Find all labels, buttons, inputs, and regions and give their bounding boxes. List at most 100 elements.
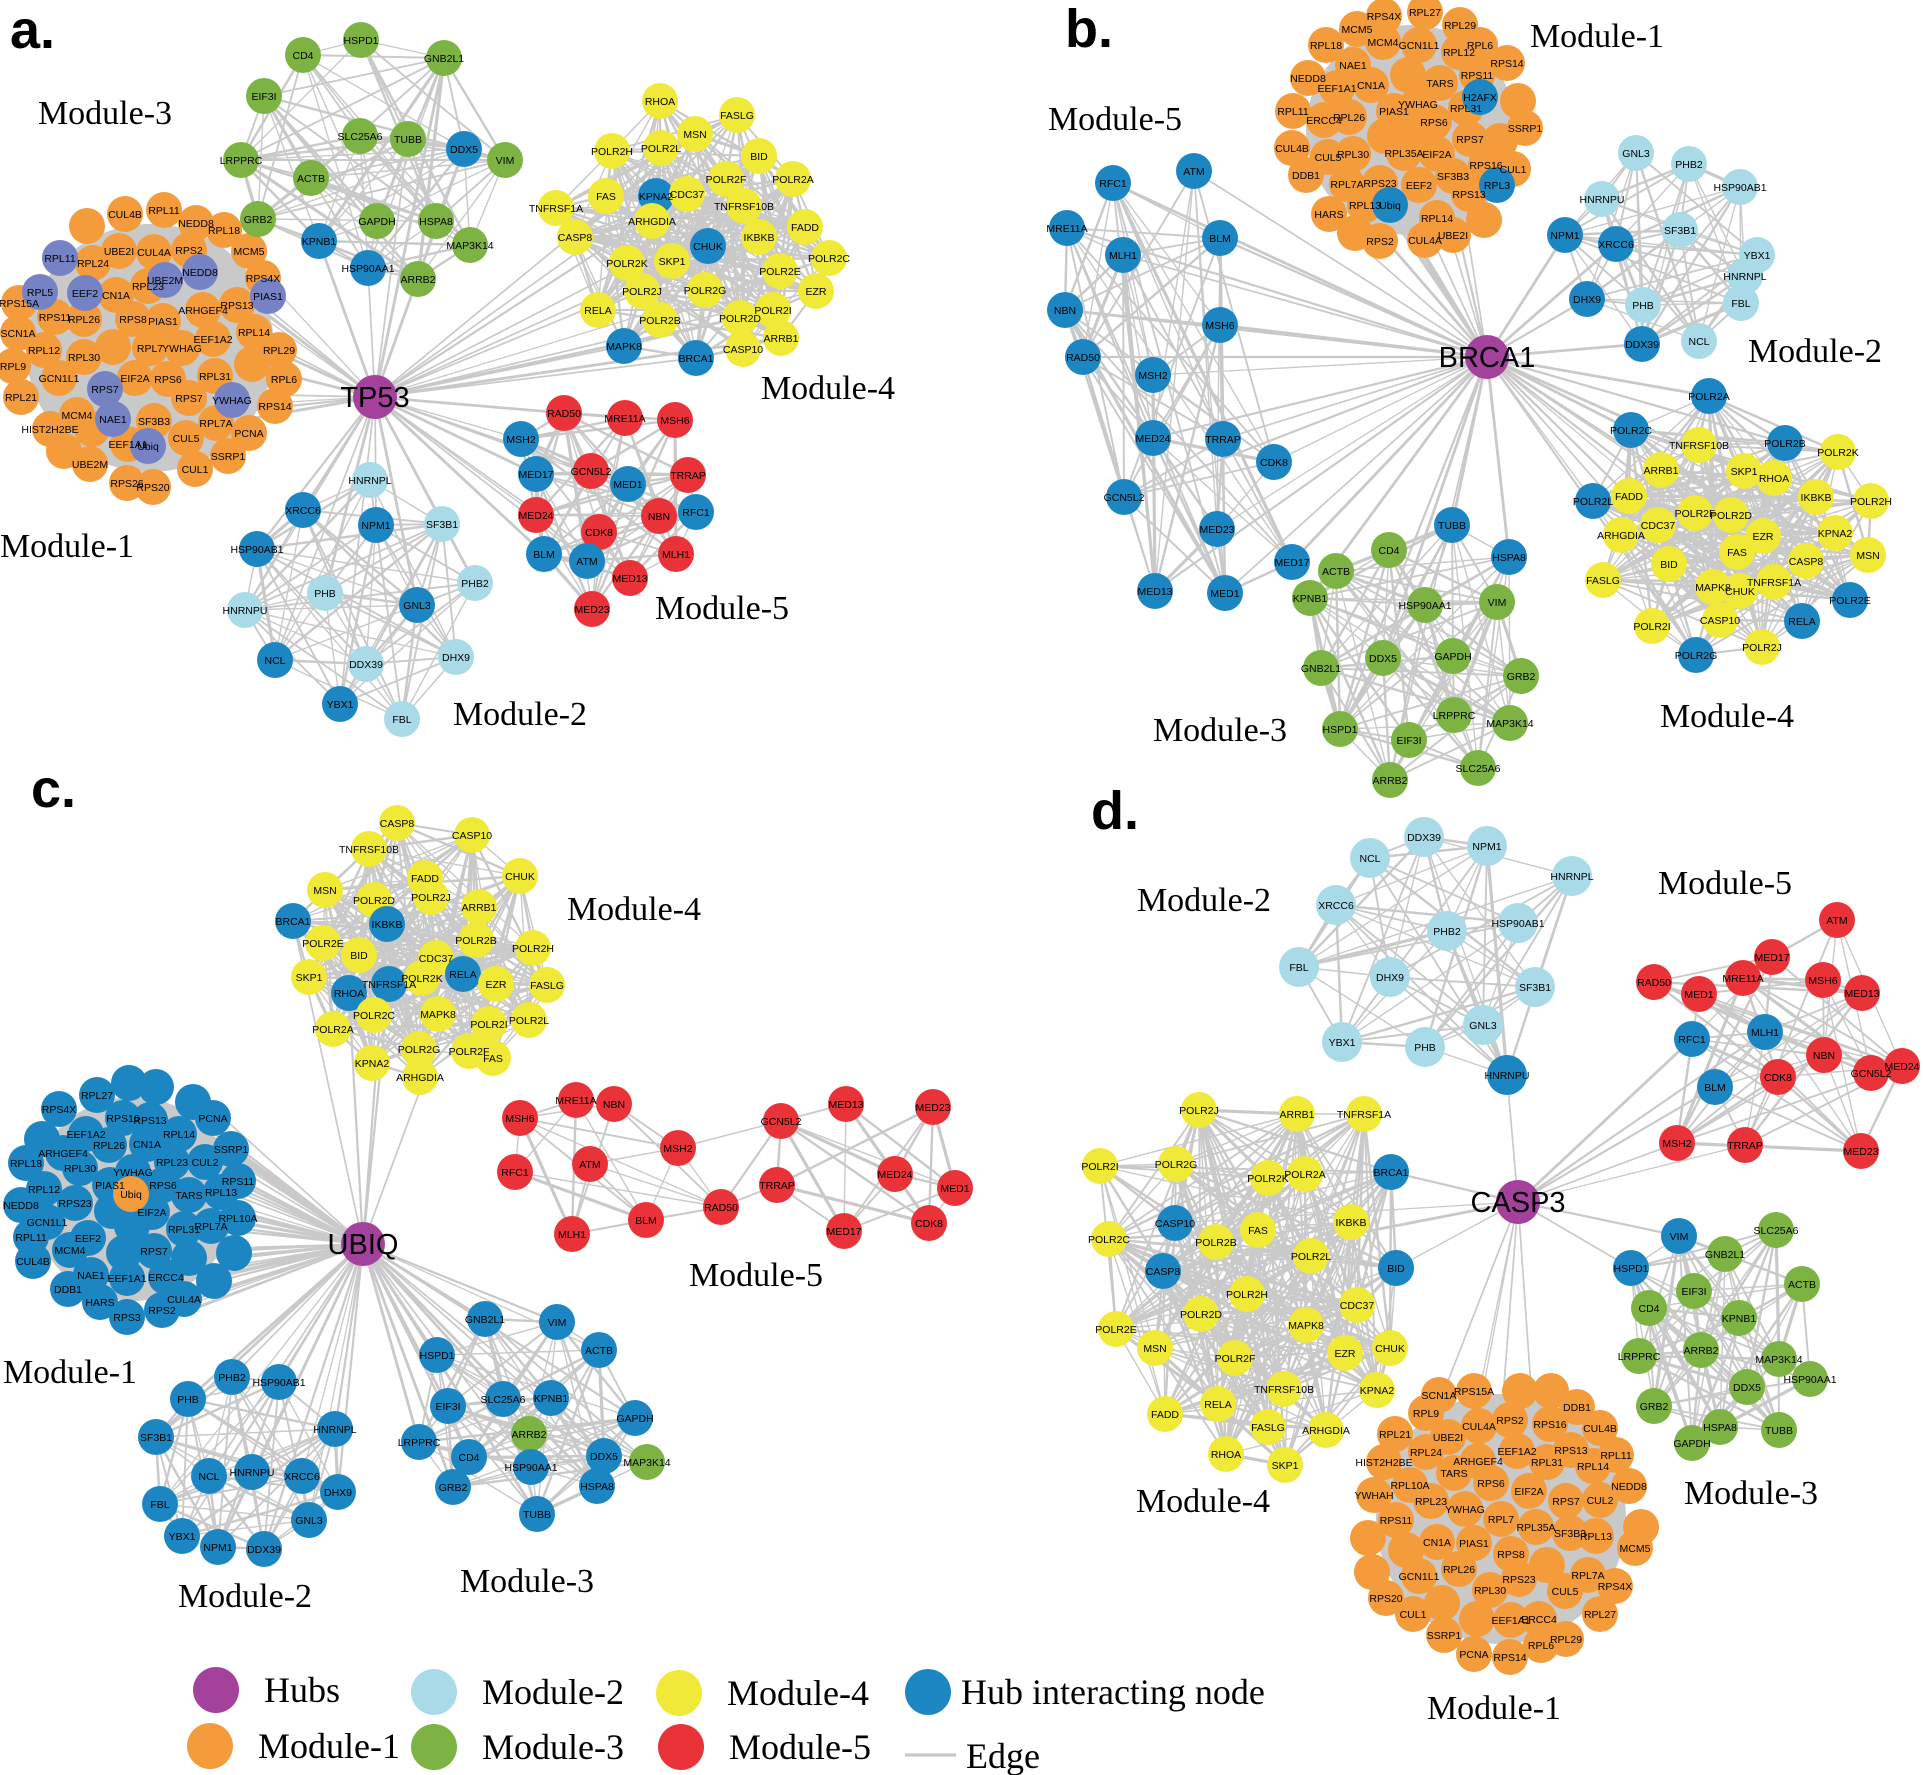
svg-text:SSRP1: SSRP1 xyxy=(211,451,246,463)
svg-text:POLR2D: POLR2D xyxy=(719,313,761,325)
svg-text:GNL3: GNL3 xyxy=(295,1515,323,1527)
svg-text:HNRNPL: HNRNPL xyxy=(1723,271,1766,283)
svg-text:Module-1: Module-1 xyxy=(0,528,134,565)
svg-text:RPL11: RPL11 xyxy=(1277,106,1308,118)
svg-text:EEF1A1: EEF1A1 xyxy=(108,439,147,451)
svg-text:NCL: NCL xyxy=(264,655,285,667)
svg-text:RPL10A: RPL10A xyxy=(218,1213,257,1225)
svg-text:ARHGDIA: ARHGDIA xyxy=(396,1072,444,1084)
svg-text:POLR2B: POLR2B xyxy=(455,935,496,947)
svg-text:Module-2: Module-2 xyxy=(1137,882,1271,919)
svg-text:FBL: FBL xyxy=(1731,298,1750,310)
svg-text:POLR2L: POLR2L xyxy=(1291,1251,1331,1263)
svg-text:Module-4: Module-4 xyxy=(727,1673,869,1713)
svg-text:CD4: CD4 xyxy=(1638,1303,1659,1315)
svg-text:TUBB: TUBB xyxy=(1765,1425,1793,1437)
svg-text:RPS15A: RPS15A xyxy=(0,298,39,310)
svg-text:RPS7: RPS7 xyxy=(91,384,119,396)
svg-text:CDK8: CDK8 xyxy=(1260,457,1288,469)
svg-text:TUBB: TUBB xyxy=(394,134,422,146)
svg-text:Module-5: Module-5 xyxy=(689,1257,823,1294)
svg-text:MED17: MED17 xyxy=(826,1226,861,1238)
svg-text:NPM1: NPM1 xyxy=(361,520,390,532)
svg-text:RPL35A: RPL35A xyxy=(1384,148,1423,160)
svg-text:ACTB: ACTB xyxy=(585,1345,613,1357)
svg-text:ARHGDIA: ARHGDIA xyxy=(1597,530,1645,542)
svg-text:Module-3: Module-3 xyxy=(1684,1475,1818,1512)
svg-text:MLH1: MLH1 xyxy=(1751,1027,1779,1039)
svg-text:MCM5: MCM5 xyxy=(1342,24,1373,36)
svg-text:SLC25A6: SLC25A6 xyxy=(1456,763,1501,775)
svg-text:POLR2G: POLR2G xyxy=(398,1044,441,1056)
svg-text:PIAS1: PIAS1 xyxy=(148,316,178,328)
svg-text:PHB: PHB xyxy=(1414,1042,1436,1054)
svg-text:RAD50: RAD50 xyxy=(1637,977,1671,989)
svg-text:POLR2I: POLR2I xyxy=(1081,1161,1118,1173)
svg-text:RPS4X: RPS4X xyxy=(1367,11,1401,23)
svg-text:RPS14: RPS14 xyxy=(1493,1652,1526,1664)
svg-text:RPL6: RPL6 xyxy=(271,374,297,386)
svg-text:CDC37: CDC37 xyxy=(1340,1300,1375,1312)
svg-text:GRB2: GRB2 xyxy=(439,1482,468,1494)
svg-text:SF3B1: SF3B1 xyxy=(1519,982,1551,994)
svg-text:POLR2I: POLR2I xyxy=(470,1019,507,1031)
svg-text:GCN5L2: GCN5L2 xyxy=(571,466,612,478)
svg-text:RPL11: RPL11 xyxy=(1600,1450,1631,1462)
svg-text:Ubiq: Ubiq xyxy=(120,1189,142,1201)
svg-text:RPS4X: RPS4X xyxy=(1598,1581,1632,1593)
svg-text:FASLG: FASLG xyxy=(1586,575,1620,587)
svg-text:FAS: FAS xyxy=(483,1053,503,1065)
svg-text:MLH1: MLH1 xyxy=(558,1229,586,1241)
svg-text:MRE11A: MRE11A xyxy=(1722,973,1763,985)
svg-text:MSN: MSN xyxy=(683,129,706,141)
svg-text:Module-4: Module-4 xyxy=(1136,1483,1270,1520)
svg-text:MED23: MED23 xyxy=(1199,524,1234,536)
svg-text:ARRB2: ARRB2 xyxy=(1683,1345,1718,1357)
svg-text:PHB2: PHB2 xyxy=(461,578,489,590)
svg-text:NEDD8: NEDD8 xyxy=(1290,73,1326,85)
svg-text:RPL6: RPL6 xyxy=(1467,40,1493,52)
svg-text:FASLG: FASLG xyxy=(720,110,754,122)
svg-text:POLR2D: POLR2D xyxy=(1710,510,1752,522)
svg-text:POLR2L: POLR2L xyxy=(641,143,681,155)
svg-text:MED1: MED1 xyxy=(1684,989,1713,1001)
svg-text:RPS13: RPS13 xyxy=(220,300,253,312)
svg-text:FASLG: FASLG xyxy=(1251,1422,1285,1434)
svg-text:Ubiq: Ubiq xyxy=(137,441,159,453)
svg-text:CASP3: CASP3 xyxy=(1470,1187,1565,1219)
svg-text:BID: BID xyxy=(1387,1263,1405,1275)
svg-text:EEF1A2: EEF1A2 xyxy=(193,334,232,346)
svg-text:RHOA: RHOA xyxy=(1759,473,1789,485)
svg-text:ARHGEF4: ARHGEF4 xyxy=(178,305,228,317)
svg-text:MED13: MED13 xyxy=(828,1099,863,1111)
svg-text:RPS20: RPS20 xyxy=(1369,1593,1402,1605)
svg-text:POLR2H: POLR2H xyxy=(1226,1289,1268,1301)
svg-text:RPL31: RPL31 xyxy=(168,1224,200,1236)
svg-text:POLR2E: POLR2E xyxy=(759,266,800,278)
svg-text:DDX5: DDX5 xyxy=(450,144,478,156)
svg-text:RHOA: RHOA xyxy=(334,988,364,1000)
svg-text:BRCA1: BRCA1 xyxy=(1373,1167,1408,1179)
svg-text:CUL2: CUL2 xyxy=(192,1157,219,1169)
svg-text:CASP10: CASP10 xyxy=(1700,615,1740,627)
svg-text:CN1A: CN1A xyxy=(133,1139,161,1151)
svg-text:YWHAG: YWHAG xyxy=(113,1167,153,1179)
svg-text:RPS2: RPS2 xyxy=(1366,236,1394,248)
svg-text:TNFRSF10B: TNFRSF10B xyxy=(714,201,774,213)
svg-text:HSP90AB1: HSP90AB1 xyxy=(252,1377,305,1389)
svg-text:XRCC6: XRCC6 xyxy=(284,1471,320,1483)
svg-text:MED23: MED23 xyxy=(574,604,609,616)
svg-text:POLR2J: POLR2J xyxy=(1742,642,1782,654)
svg-text:RELA: RELA xyxy=(584,305,611,317)
svg-text:ERCC4: ERCC4 xyxy=(1521,1614,1557,1626)
svg-text:DHX9: DHX9 xyxy=(1573,294,1601,306)
svg-text:UBE2I: UBE2I xyxy=(1433,1432,1463,1444)
svg-text:KPNA2: KPNA2 xyxy=(639,191,674,203)
svg-text:CUL4A: CUL4A xyxy=(1408,235,1442,247)
svg-text:RPL13: RPL13 xyxy=(1580,1531,1612,1543)
svg-text:CUL1: CUL1 xyxy=(1500,164,1527,176)
svg-text:CDC37: CDC37 xyxy=(670,189,705,201)
svg-text:CASP8: CASP8 xyxy=(558,232,593,244)
svg-text:IKBKB: IKBKB xyxy=(744,232,775,244)
svg-text:RPL29: RPL29 xyxy=(263,345,295,357)
